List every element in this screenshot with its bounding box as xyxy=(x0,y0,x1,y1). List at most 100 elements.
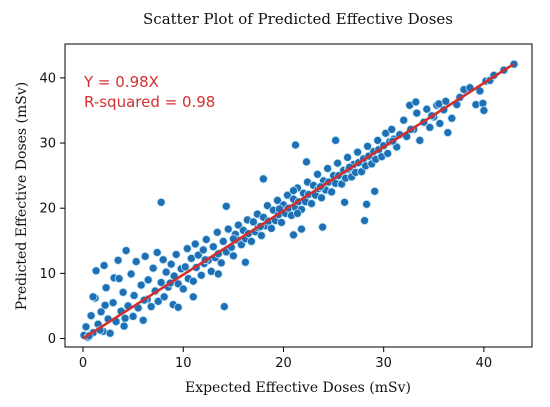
y-tick-label: 20 xyxy=(39,202,56,217)
data-point xyxy=(302,157,311,167)
data-point xyxy=(435,119,445,128)
data-point xyxy=(182,244,192,254)
data-point xyxy=(415,135,425,145)
data-point xyxy=(99,261,109,270)
data-point xyxy=(96,307,106,317)
data-point xyxy=(173,302,183,312)
data-point xyxy=(188,276,198,286)
data-point xyxy=(343,152,353,162)
data-point xyxy=(307,199,316,209)
data-point xyxy=(146,302,156,312)
x-tick-label: 0 xyxy=(79,356,87,371)
x-axis-label: Expected Effective Doses (mSv) xyxy=(185,380,411,396)
data-point xyxy=(140,251,150,261)
data-point xyxy=(478,98,488,108)
data-point xyxy=(289,230,298,240)
data-point xyxy=(186,253,196,263)
data-point xyxy=(216,258,226,268)
data-point xyxy=(159,292,169,302)
data-point xyxy=(412,108,422,118)
data-point xyxy=(219,302,229,312)
data-point xyxy=(256,231,266,241)
data-point xyxy=(362,199,372,209)
data-point xyxy=(101,283,111,293)
data-point xyxy=(180,262,190,272)
data-point xyxy=(129,291,139,300)
data-point xyxy=(363,141,373,151)
data-point xyxy=(240,257,250,267)
y-tick-label: 40 xyxy=(39,71,56,86)
data-point xyxy=(233,220,243,230)
data-point xyxy=(383,149,393,158)
data-point xyxy=(138,315,148,325)
data-point xyxy=(212,227,222,237)
y-axis-ticks: 0 10 20 30 40 xyxy=(39,71,65,347)
data-point xyxy=(108,298,118,308)
data-point xyxy=(188,292,198,302)
data-point xyxy=(331,135,341,145)
data-point xyxy=(161,267,171,277)
data-point xyxy=(360,216,370,226)
data-point xyxy=(143,275,153,285)
data-point xyxy=(422,104,432,114)
data-point xyxy=(81,322,91,332)
data-point xyxy=(277,218,286,227)
data-point xyxy=(373,135,383,145)
x-axis-ticks: 0 10 20 30 40 xyxy=(79,347,492,371)
data-point xyxy=(88,292,98,302)
data-point xyxy=(196,270,206,280)
data-point xyxy=(208,242,218,252)
data-point xyxy=(128,311,138,321)
data-point xyxy=(262,201,272,211)
data-point xyxy=(297,224,306,234)
y-axis-label: Predicted Effective Doses (mSv) xyxy=(14,82,30,311)
data-point xyxy=(353,147,363,157)
data-point xyxy=(100,300,110,310)
data-point xyxy=(166,259,176,269)
data-point xyxy=(113,255,123,265)
x-tick-label: 10 xyxy=(175,356,192,371)
data-point xyxy=(153,296,163,306)
data-point xyxy=(370,186,380,196)
x-tick-label: 20 xyxy=(275,356,292,371)
data-point xyxy=(266,223,276,233)
data-point xyxy=(86,311,96,321)
data-point xyxy=(223,224,233,234)
data-point xyxy=(228,251,238,261)
data-point xyxy=(178,284,188,294)
data-point xyxy=(156,197,166,207)
y-tick-label: 0 xyxy=(48,332,56,347)
data-point xyxy=(318,222,328,232)
chart-title: Scatter Plot of Predicted Effective Dose… xyxy=(143,10,453,28)
data-point xyxy=(425,123,435,132)
equation-annotation: Y = 0.98X xyxy=(83,73,159,91)
data-point xyxy=(327,187,337,197)
y-tick-label: 10 xyxy=(39,267,56,282)
data-point xyxy=(293,208,302,218)
data-point xyxy=(441,96,451,106)
data-point xyxy=(291,140,300,150)
data-point xyxy=(273,195,282,205)
data-point xyxy=(313,169,322,179)
data-point xyxy=(399,115,409,125)
data-point xyxy=(152,248,162,257)
data-point xyxy=(387,124,397,134)
data-point xyxy=(118,287,128,297)
r-squared-annotation: R-squared = 0.98 xyxy=(84,93,215,111)
data-point xyxy=(156,278,166,287)
data-point xyxy=(126,269,136,279)
data-point xyxy=(120,313,130,323)
data-point xyxy=(317,193,326,203)
x-tick-label: 40 xyxy=(476,356,493,371)
data-point xyxy=(221,201,231,211)
data-point xyxy=(447,113,457,123)
data-point xyxy=(248,217,258,227)
data-point xyxy=(148,263,158,273)
x-tick-label: 30 xyxy=(375,356,392,371)
data-point xyxy=(218,236,228,246)
data-point xyxy=(333,158,343,168)
data-point xyxy=(340,197,350,207)
data-point xyxy=(105,328,115,338)
plot-frame xyxy=(64,43,533,348)
data-point xyxy=(323,164,333,173)
